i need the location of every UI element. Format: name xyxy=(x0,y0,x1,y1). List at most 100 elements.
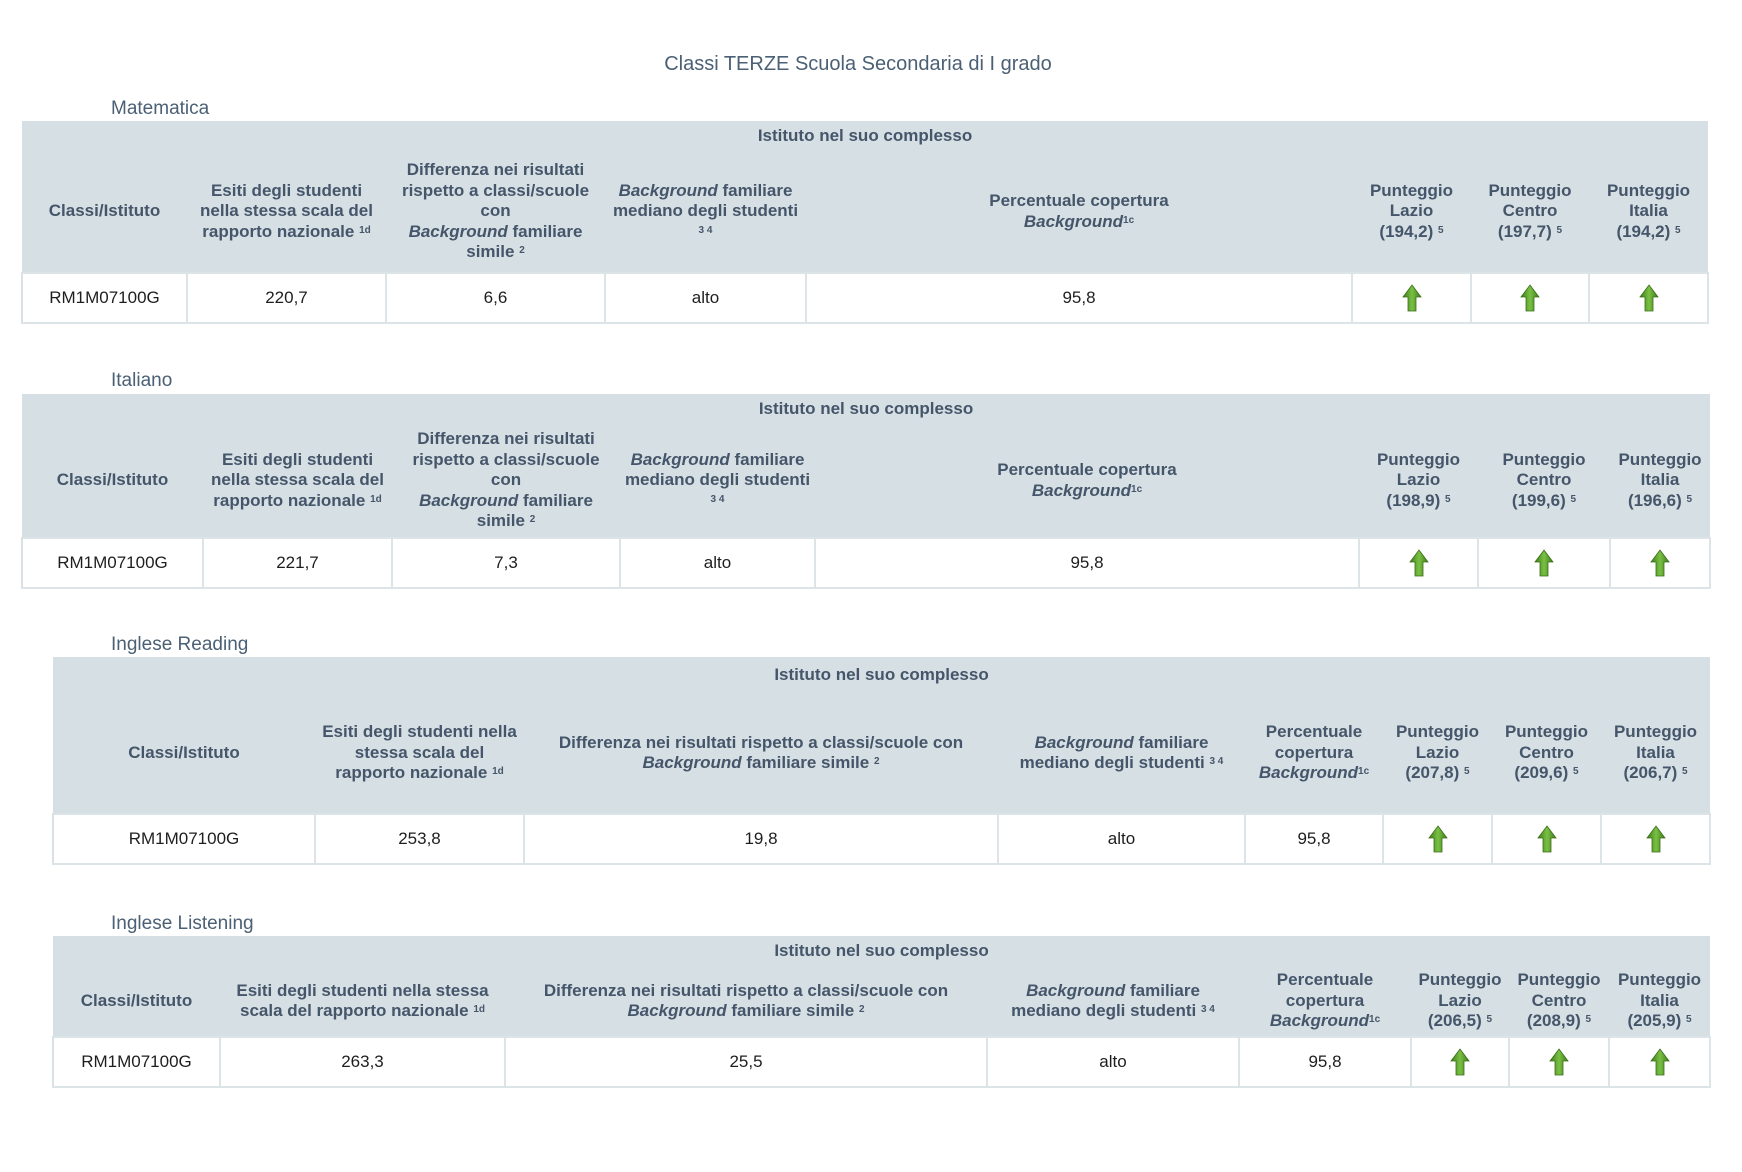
cell-arrow-2 xyxy=(1608,537,1712,589)
results-table-inglese-listening: Istituto nel suo complesso Classi/Istitu… xyxy=(52,936,1712,1088)
region-name: Centro xyxy=(1519,742,1574,762)
cell-percentuale: 95,8 xyxy=(814,537,1360,589)
region-name: Lazio xyxy=(1415,742,1460,762)
cell-differenza: 19,8 xyxy=(523,813,999,865)
col-punteggio-1: Punteggio Centro (208,9) 5 xyxy=(1509,966,1609,1037)
cell-percentuale: 95,8 xyxy=(805,272,1353,324)
region-name: Italia xyxy=(1640,470,1680,490)
green-up-arrow-icon xyxy=(1536,825,1557,853)
col-punteggio-1: Punteggio Centro (197,7) 5 xyxy=(1471,151,1589,273)
col-differenza: Differenza nei risultati rispetto a clas… xyxy=(524,693,998,814)
col-punteggio-0: Punteggio Lazio (194,2) 5 xyxy=(1352,151,1471,273)
region-score: (194,2) xyxy=(1379,221,1434,241)
region-name: Italia xyxy=(1629,201,1668,221)
cell-differenza: 25,5 xyxy=(504,1036,988,1088)
region-score: (199,6) xyxy=(1511,490,1566,510)
region-score: (209,6) xyxy=(1514,763,1569,783)
group-header: Istituto nel suo complesso xyxy=(53,936,1711,966)
col-punteggio-2: Punteggio Italia (206,7) 5 xyxy=(1601,693,1711,814)
green-up-arrow-icon xyxy=(1401,284,1422,312)
page-title: Classi TERZE Scuola Secondaria di I grad… xyxy=(664,53,1052,75)
region-score: (206,7) xyxy=(1623,763,1678,783)
cell-background: alto xyxy=(619,537,816,589)
cell-differenza: 7,3 xyxy=(391,537,621,589)
col-classi-istituto: Classi/Istituto xyxy=(22,151,187,273)
cell-arrow-1 xyxy=(1491,813,1602,865)
region-score: (194,2) xyxy=(1616,221,1671,241)
cell-arrow-0 xyxy=(1410,1036,1510,1088)
table-row: RM1M07100G 220,7 6,6 alto 95,8 xyxy=(21,272,1710,324)
col-punteggio-1: Punteggio Centro (209,6) 5 xyxy=(1492,693,1601,814)
col-punteggio-0: Punteggio Lazio (198,9) 5 xyxy=(1359,424,1478,538)
green-up-arrow-icon xyxy=(1645,825,1666,853)
green-up-arrow-icon xyxy=(1650,549,1670,577)
col-percentuale: Percentuale copertura Background1c xyxy=(806,151,1352,273)
section-label-italiano: Italiano xyxy=(111,370,173,391)
cell-classe: RM1M07100G xyxy=(52,1036,221,1088)
col-classi-istituto: Classi/Istituto xyxy=(53,693,315,814)
col-differenza: Differenza nei risultati rispetto a clas… xyxy=(392,424,620,538)
green-up-arrow-icon xyxy=(1408,549,1429,577)
cell-arrow-0 xyxy=(1351,272,1472,324)
col-esiti: Esiti degli studenti nella stessa scala … xyxy=(203,424,392,538)
region-score: (207,8) xyxy=(1405,763,1460,783)
col-classi-istituto: Classi/Istituto xyxy=(53,966,220,1037)
cell-classe: RM1M07100G xyxy=(52,813,316,865)
cell-background: alto xyxy=(997,813,1246,865)
green-up-arrow-icon xyxy=(1534,549,1554,577)
results-table-matematica: Istituto nel suo complesso Classi/Istitu… xyxy=(21,121,1710,324)
region-name: Lazio xyxy=(1389,201,1434,221)
green-up-arrow-icon xyxy=(1520,284,1540,312)
col-punteggio-0: Punteggio Lazio (206,5) 5 xyxy=(1411,966,1509,1037)
cell-arrow-0 xyxy=(1382,813,1493,865)
region-name: Italia xyxy=(1640,990,1679,1010)
col-punteggio-0: Punteggio Lazio (207,8) 5 xyxy=(1383,693,1492,814)
cell-percentuale: 95,8 xyxy=(1238,1036,1412,1088)
col-differenza: Differenza nei risultati rispetto a clas… xyxy=(386,151,605,273)
cell-arrow-2 xyxy=(1607,1036,1712,1088)
col-punteggio-2: Punteggio Italia (196,6) 5 xyxy=(1610,424,1711,538)
cell-esiti: 263,3 xyxy=(219,1036,506,1088)
col-background: Background familiare mediano degli stude… xyxy=(998,693,1245,814)
col-esiti: Esiti degli studenti nella stessa scala … xyxy=(187,151,386,273)
region-name: Centro xyxy=(1516,470,1572,490)
green-up-arrow-icon xyxy=(1450,1048,1470,1076)
group-header: Istituto nel suo complesso xyxy=(22,394,1711,424)
cell-arrow-0 xyxy=(1358,537,1479,589)
results-table-italiano: Istituto nel suo complesso Classi/Istitu… xyxy=(21,394,1712,589)
cell-background: alto xyxy=(986,1036,1240,1088)
section-label-inglese-listening: Inglese Listening xyxy=(111,913,254,934)
col-classi-istituto: Classi/Istituto xyxy=(22,424,203,538)
col-background: Background familiare mediano degli stude… xyxy=(605,151,806,273)
region-score: (206,5) xyxy=(1427,1011,1482,1031)
col-punteggio-2: Punteggio Italia (194,2) 5 xyxy=(1589,151,1709,273)
cell-arrow-1 xyxy=(1477,537,1611,589)
col-percentuale: Percentuale copertura Background1c xyxy=(815,424,1359,538)
cell-background: alto xyxy=(604,272,807,324)
results-table-inglese-reading: Istituto nel suo complesso Classi/Istitu… xyxy=(52,657,1712,865)
col-punteggio-2: Punteggio Italia (205,9) 5 xyxy=(1609,966,1711,1037)
section-label-inglese-reading: Inglese Reading xyxy=(111,634,249,655)
region-score: (205,9) xyxy=(1627,1011,1682,1031)
region-name: Italia xyxy=(1636,742,1675,762)
cell-differenza: 6,6 xyxy=(385,272,606,324)
cell-arrow-2 xyxy=(1599,813,1712,865)
cell-arrow-1 xyxy=(1470,272,1590,324)
col-punteggio-1: Punteggio Centro (199,6) 5 xyxy=(1478,424,1610,538)
col-percentuale: Percentuale copertura Background1c xyxy=(1245,693,1383,814)
col-background: Background familiare mediano degli stude… xyxy=(620,424,815,538)
cell-esiti: 220,7 xyxy=(186,272,387,324)
col-esiti: Esiti degli studenti nella stessa scala … xyxy=(315,693,524,814)
table-row: RM1M07100G 221,7 7,3 alto 95,8 xyxy=(21,537,1712,589)
col-percentuale: Percentuale copertura Background1c xyxy=(1239,966,1411,1037)
cell-esiti: 253,8 xyxy=(314,813,525,865)
table-row: RM1M07100G 263,3 25,5 alto 95,8 xyxy=(52,1036,1712,1088)
green-up-arrow-icon xyxy=(1549,1048,1569,1076)
green-up-arrow-icon xyxy=(1649,1048,1670,1076)
cell-percentuale: 95,8 xyxy=(1244,813,1384,865)
cell-classe: RM1M07100G xyxy=(21,537,204,589)
group-header: Istituto nel suo complesso xyxy=(53,657,1711,693)
col-esiti: Esiti degli studenti nella stessa scala … xyxy=(220,966,505,1037)
cell-esiti: 221,7 xyxy=(202,537,393,589)
col-differenza: Differenza nei risultati rispetto a clas… xyxy=(505,966,987,1037)
